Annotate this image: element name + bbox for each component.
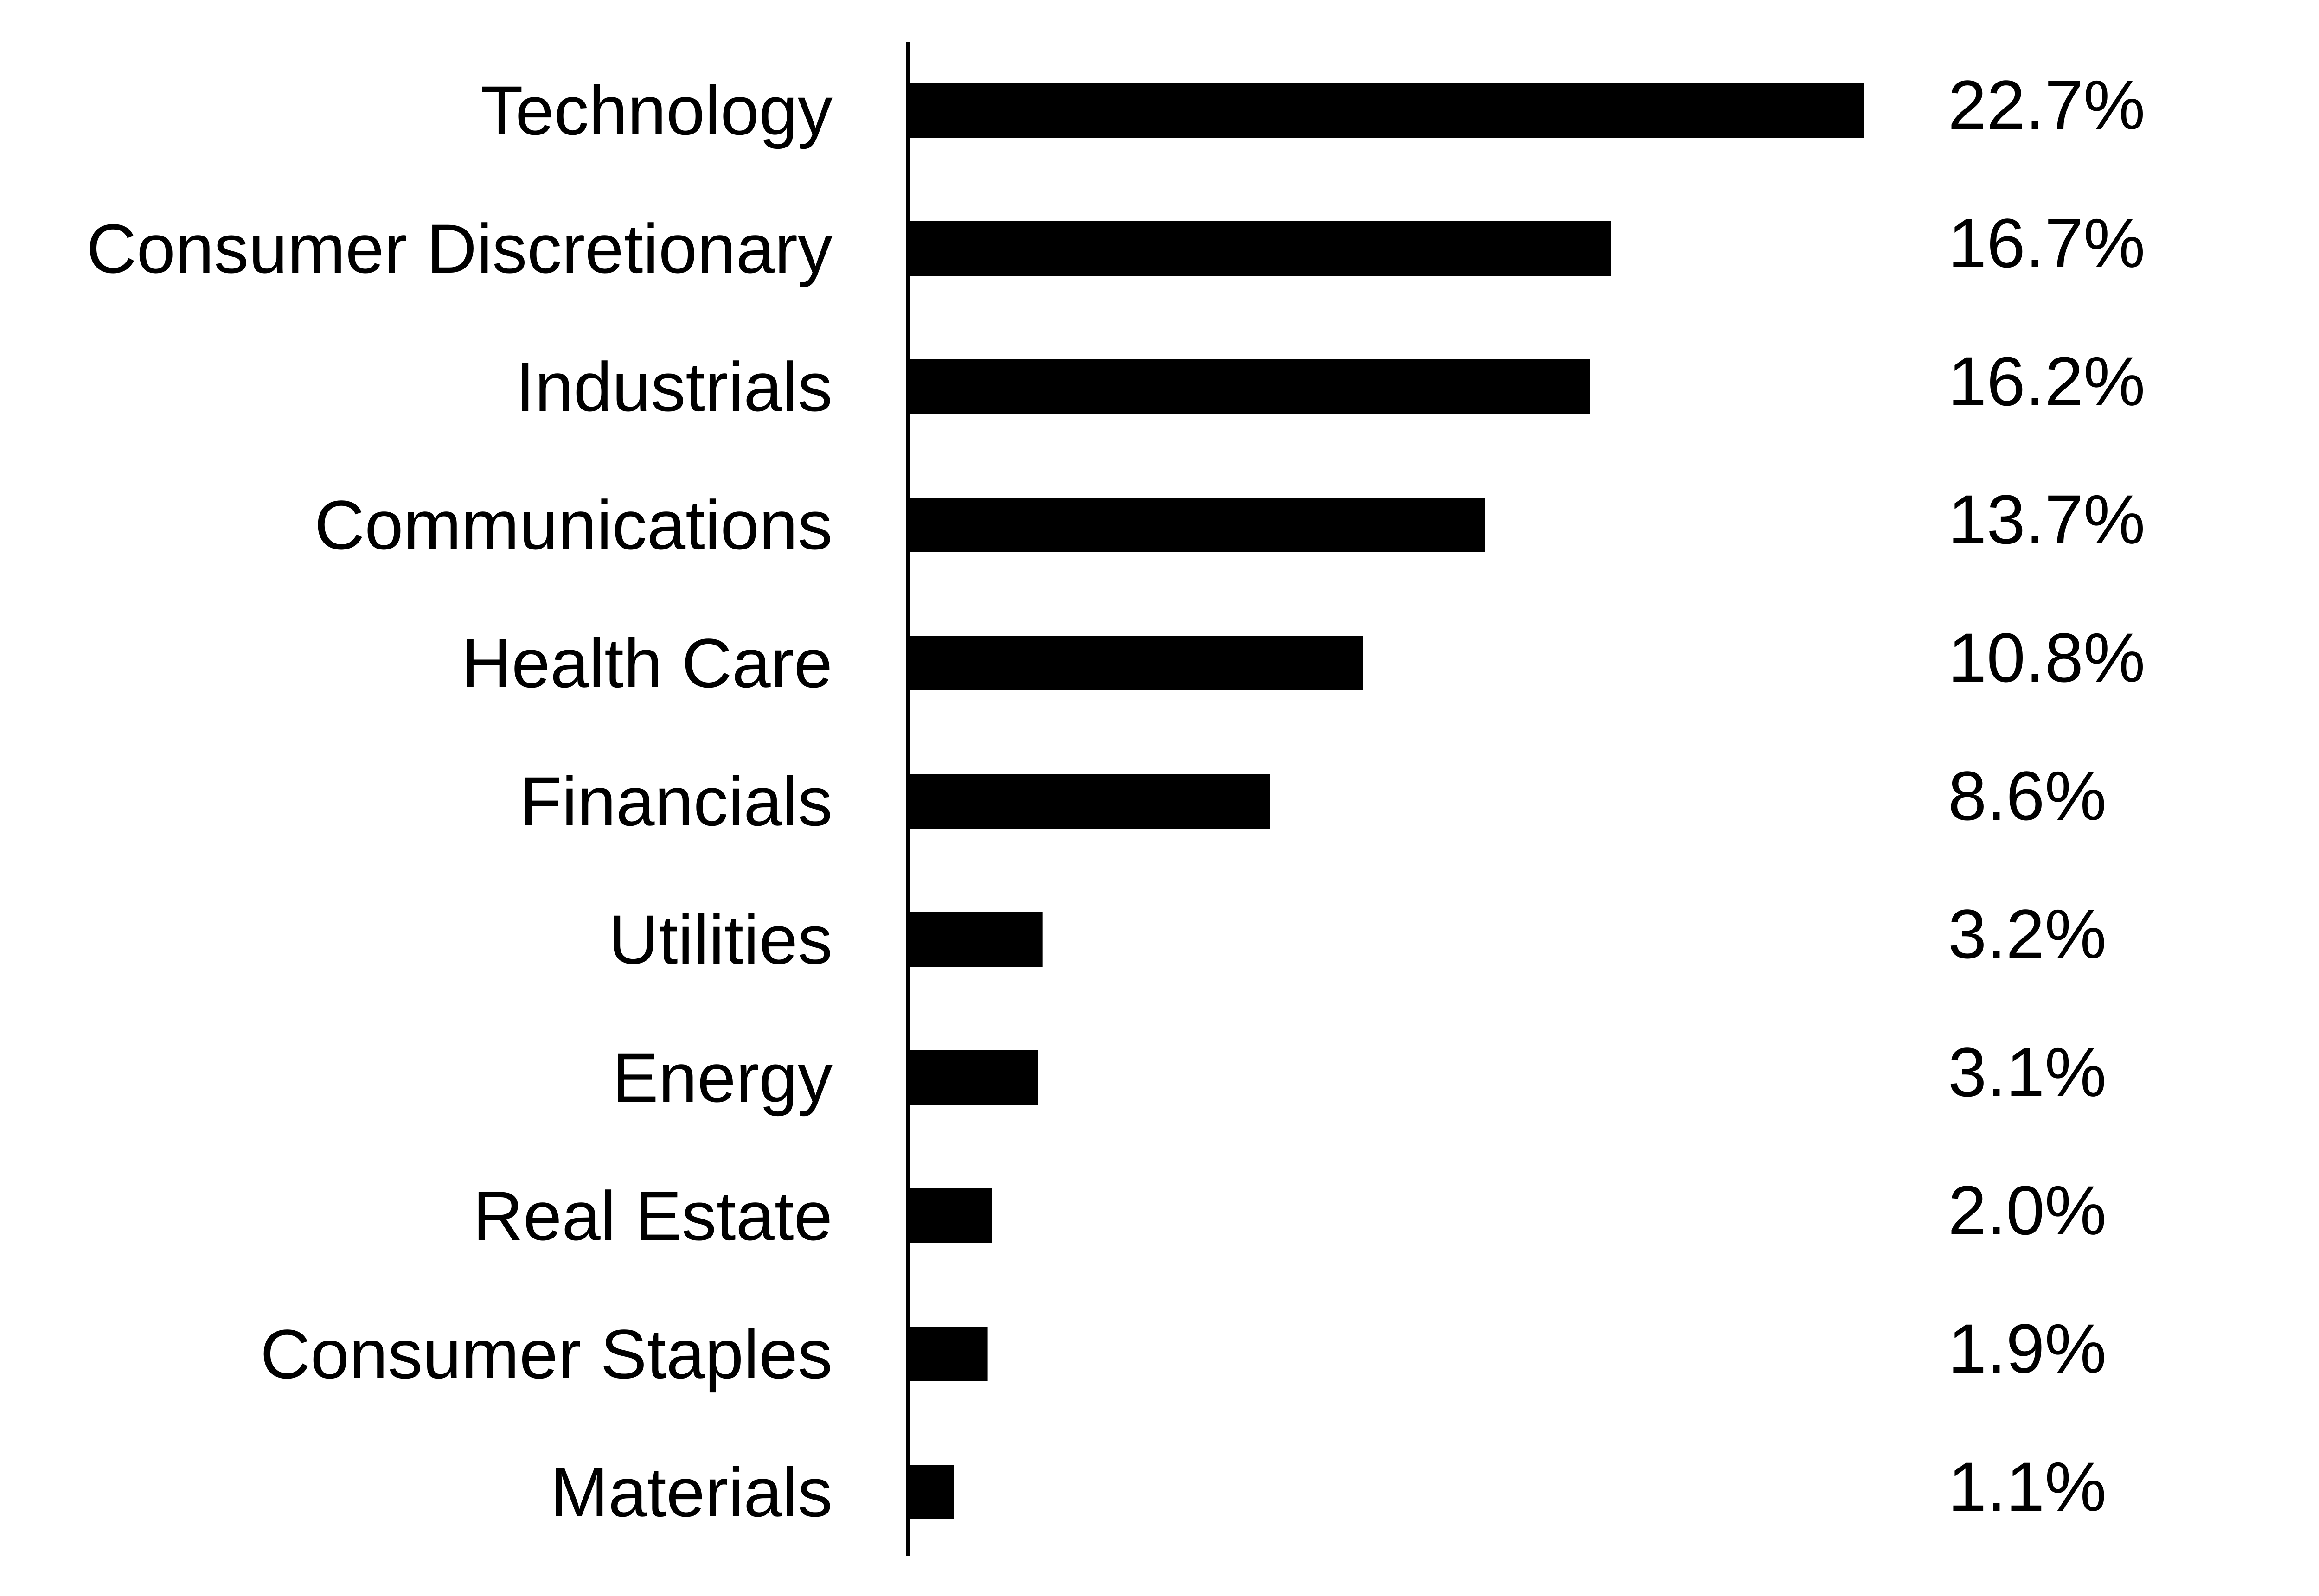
- bar-technology: [908, 83, 1864, 138]
- category-labels-layer: Technology Consumer Discretionary Industri…: [86, 71, 833, 1531]
- value-label: 16.7%: [1948, 204, 2145, 282]
- bars-layer: [908, 83, 1864, 1519]
- bar-energy: [908, 1050, 1038, 1105]
- category-label: Communications: [314, 486, 833, 564]
- value-label: 16.2%: [1948, 342, 2145, 420]
- bar-consumer-staples: [908, 1327, 988, 1381]
- bar-health-care: [908, 636, 1363, 690]
- category-label: Consumer Discretionary: [86, 210, 833, 287]
- category-label: Consumer Staples: [260, 1315, 833, 1393]
- value-labels-layer: 22.7% 16.7% 16.2% 13.7% 10.8% 8.6% 3.2% 3.1% 2.0…: [1948, 66, 2145, 1526]
- category-label: Energy: [612, 1039, 833, 1117]
- bar-industrials: [908, 359, 1590, 414]
- category-label: Health Care: [461, 624, 833, 702]
- category-label: Materials: [551, 1453, 833, 1531]
- value-label: 1.1%: [1948, 1448, 2107, 1526]
- value-label: 8.6%: [1948, 757, 2107, 835]
- value-label: 3.1%: [1948, 1033, 2107, 1111]
- category-label: Utilities: [609, 900, 833, 978]
- bar-real-estate: [908, 1188, 992, 1243]
- category-label: Financials: [519, 762, 833, 840]
- value-label: 22.7%: [1948, 66, 2145, 144]
- bar-financials: [908, 774, 1270, 829]
- category-label: Technology: [480, 71, 833, 149]
- value-label: 3.2%: [1948, 895, 2107, 973]
- bar-consumer-discretionary: [908, 221, 1611, 276]
- value-label: 13.7%: [1948, 480, 2145, 558]
- value-label: 2.0%: [1948, 1171, 2107, 1249]
- bar-materials: [908, 1465, 954, 1519]
- value-label: 1.9%: [1948, 1309, 2107, 1387]
- bar-communications: [908, 498, 1485, 552]
- bar-utilities: [908, 912, 1043, 967]
- category-label: Industrials: [515, 348, 833, 426]
- category-label: Real Estate: [473, 1177, 833, 1255]
- value-label: 10.8%: [1948, 619, 2145, 696]
